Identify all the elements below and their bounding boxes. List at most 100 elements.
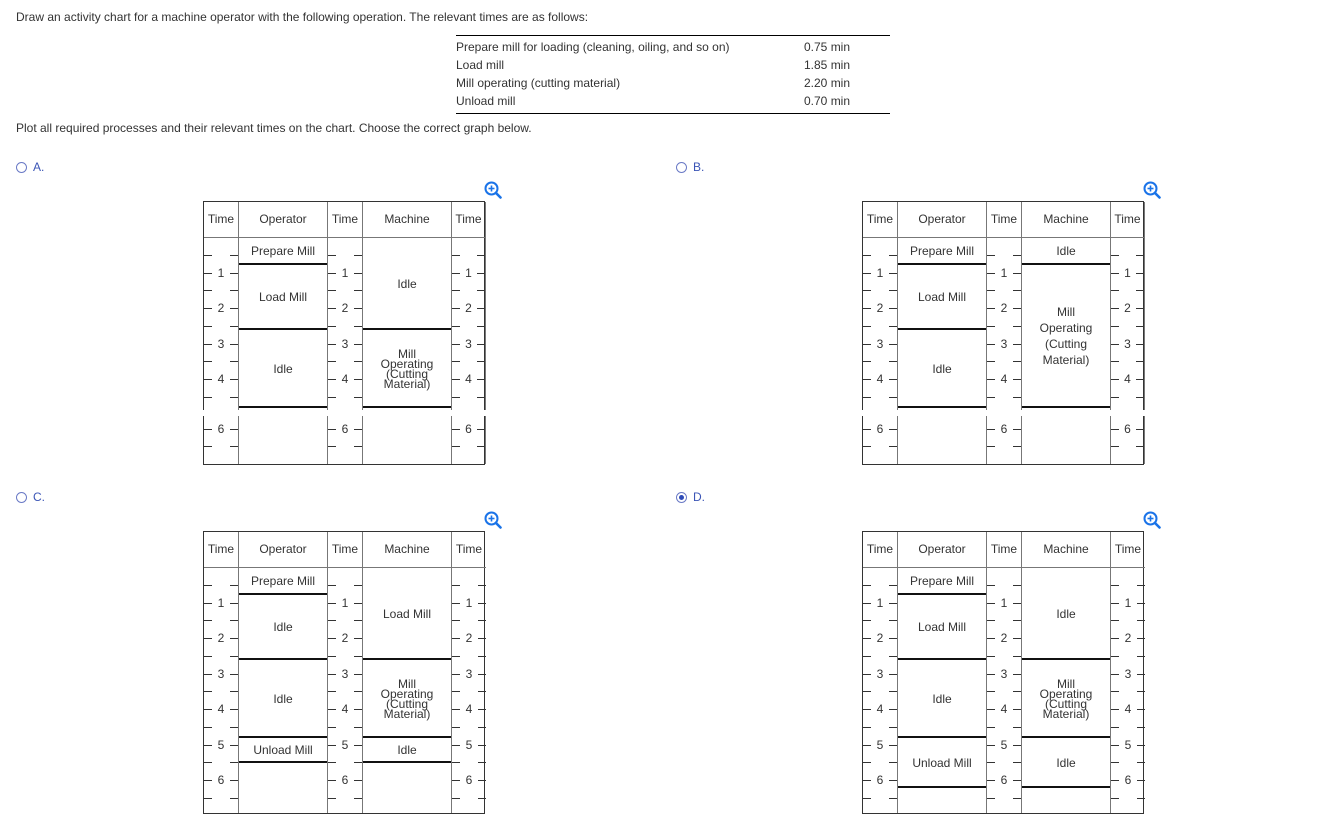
tick-mark: [1111, 726, 1119, 728]
tick-label: 3: [465, 666, 473, 681]
tick-mark: [204, 446, 212, 448]
tick-mark: [452, 325, 460, 327]
tick-mark: [1111, 361, 1119, 363]
tick-mark: [987, 290, 995, 292]
radio-button[interactable]: [16, 161, 27, 173]
tick-mark: [478, 762, 486, 764]
tick-mark: [204, 396, 212, 398]
zoom-in-icon[interactable]: [484, 511, 502, 529]
tick-mark: [987, 620, 995, 622]
tick-label: 6: [1124, 773, 1132, 787]
tick-mark: [1111, 272, 1119, 274]
activity-end-line: [363, 658, 451, 661]
tick-mark: [863, 446, 871, 448]
column-header: Time: [204, 202, 238, 238]
activity-end-line: [898, 786, 986, 789]
tick-mark: [230, 620, 238, 622]
tick-label: 1: [465, 265, 472, 280]
tick-label: 4: [217, 702, 225, 716]
tick-label: 6: [1000, 421, 1008, 436]
tick-label: 2: [1124, 301, 1131, 315]
tick-mark: [863, 379, 871, 380]
tick-mark: [1136, 290, 1144, 292]
tick-mark: [863, 709, 871, 710]
tick-mark: [328, 290, 336, 292]
tick-mark: [354, 272, 362, 274]
operator-activity: Idle: [273, 361, 293, 376]
tick-mark: [987, 673, 995, 675]
tick-mark: [354, 602, 362, 604]
tick-mark: [328, 762, 336, 764]
tick-mark: [889, 446, 897, 448]
tick-mark: [1013, 797, 1021, 799]
column-header: Operator: [239, 202, 327, 238]
machine-activity: Mill Operating (Cutting Material): [380, 346, 434, 391]
tick-mark: [452, 446, 460, 448]
tick-mark: [452, 744, 460, 746]
column-header: Time: [452, 532, 486, 568]
tick-mark: [1136, 325, 1144, 327]
activity-end-line: [898, 406, 986, 409]
tick-label: 6: [1124, 421, 1131, 436]
tick-label: 6: [465, 421, 472, 436]
time-column: Time 1 2 3 4 5 6: [204, 532, 239, 813]
tick-mark: [328, 780, 336, 781]
tick-mark: [477, 343, 485, 345]
tick-mark: [1137, 602, 1145, 604]
option-b[interactable]: B.: [676, 160, 704, 174]
tick-mark: [1013, 272, 1021, 274]
tick-mark: [1137, 709, 1145, 710]
tick-mark: [204, 620, 212, 622]
tick-mark: [889, 691, 897, 693]
machine-activity: Idle: [1056, 243, 1076, 258]
tick-label: 3: [217, 336, 225, 351]
option-a[interactable]: A.: [16, 160, 44, 174]
option-c[interactable]: C.: [16, 490, 45, 504]
zoom-in-icon[interactable]: [1143, 511, 1161, 529]
tick-mark: [478, 744, 486, 746]
tick-label: 2: [341, 301, 349, 315]
time-value: 0.75 min: [804, 40, 851, 54]
tick-mark: [478, 620, 486, 622]
tick-mark: [328, 343, 336, 345]
tick-mark: [328, 379, 336, 380]
tick-label: 6: [341, 421, 349, 436]
tick-mark: [889, 655, 897, 657]
tick-mark: [889, 290, 897, 292]
column-header: Time: [328, 202, 362, 238]
tick-mark: [1111, 780, 1119, 781]
tick-mark: [452, 290, 460, 292]
tick-mark: [478, 691, 486, 693]
tick-mark: [1111, 428, 1119, 430]
tick-mark: [1013, 343, 1021, 345]
tick-mark: [452, 797, 460, 799]
tick-mark: [328, 272, 336, 274]
tick-mark: [328, 620, 336, 622]
option-d[interactable]: D.: [676, 490, 705, 504]
tick-label: 3: [1000, 666, 1008, 681]
zoom-in-icon[interactable]: [1143, 181, 1161, 199]
activity-end-line: [363, 736, 451, 739]
tick-label: 4: [1124, 372, 1131, 386]
tick-label: 2: [217, 631, 225, 645]
operator-activity: Load Mill: [917, 289, 967, 304]
radio-button[interactable]: [16, 491, 27, 503]
tick-mark: [889, 797, 897, 799]
tick-label: 5: [1124, 737, 1132, 752]
tick-mark: [1111, 584, 1119, 586]
radio-button-selected[interactable]: [676, 491, 687, 503]
tick-mark: [230, 272, 238, 274]
machine-activity: Idle: [1056, 606, 1076, 621]
tick-mark: [452, 638, 460, 639]
tick-mark: [204, 762, 212, 764]
radio-button[interactable]: [676, 161, 687, 173]
tick-mark: [1013, 602, 1021, 604]
tick-mark: [230, 709, 238, 710]
tick-mark: [889, 325, 897, 327]
tick-mark: [478, 602, 486, 604]
operator-activity: Load Mill: [258, 289, 308, 304]
tick-label: 3: [465, 336, 472, 351]
zoom-in-icon[interactable]: [484, 181, 502, 199]
tick-mark: [477, 428, 485, 430]
tick-mark: [478, 584, 486, 586]
